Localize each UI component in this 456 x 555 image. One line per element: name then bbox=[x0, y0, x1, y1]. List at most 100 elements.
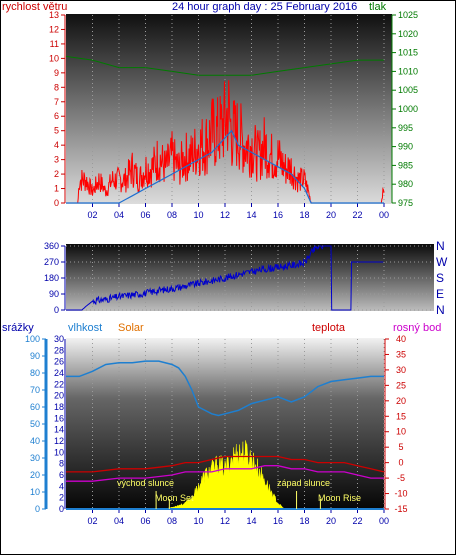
rain-axis-tick-label: 40 bbox=[30, 436, 40, 446]
direction-axis-tick-label: 270 bbox=[44, 257, 59, 267]
wind-pressure-panel: 0123456789101112139759809859909951000100… bbox=[49, 10, 418, 220]
wind-axis-tick-label: 5 bbox=[54, 126, 59, 136]
hour-tick-label: 10 bbox=[193, 210, 203, 220]
pressure-axis-tick-label: 1025 bbox=[398, 10, 418, 20]
direction-axis-tick-label: 0 bbox=[54, 305, 59, 315]
temperature-axis-tick-label: 30 bbox=[396, 365, 406, 375]
humidity-axis-tick-label: 14 bbox=[54, 425, 64, 435]
humidity-axis-tick-label: 24 bbox=[54, 368, 64, 378]
humidity-axis-tick-label: 6 bbox=[59, 470, 64, 480]
compass-n-top: N bbox=[436, 239, 445, 253]
hour-tick-label: 18 bbox=[299, 516, 309, 526]
dewpoint-line bbox=[66, 465, 384, 482]
pressure-axis-tick-label: 1010 bbox=[398, 66, 418, 76]
sunrise-label: východ slunce bbox=[117, 478, 174, 488]
average-wind-line bbox=[66, 129, 384, 204]
humidity-axis-tick-label: 2 bbox=[59, 493, 64, 503]
humidity-line bbox=[66, 360, 384, 417]
direction-axis-tick-label: 180 bbox=[44, 273, 59, 283]
hour-tick-label: 04 bbox=[114, 210, 124, 220]
rain-axis-tick-label: 20 bbox=[30, 470, 40, 480]
hour-tick-label: 00 bbox=[379, 210, 389, 220]
temperature-axis-tick-label: 35 bbox=[396, 349, 406, 359]
hour-tick-label: 06 bbox=[140, 516, 150, 526]
direction-axis-tick-label: 360 bbox=[44, 241, 59, 251]
rain-axis-tick-label: 30 bbox=[30, 453, 40, 463]
humidity-axis-tick-label: 30 bbox=[54, 334, 64, 344]
pressure-axis-tick-label: 1005 bbox=[398, 85, 418, 95]
pressure-axis-tick-label: 1000 bbox=[398, 104, 418, 114]
hour-tick-label: 20 bbox=[326, 210, 336, 220]
solar-label: Solar bbox=[118, 322, 144, 334]
pressure-axis-tick-label: 975 bbox=[398, 198, 413, 208]
hour-tick-label: 16 bbox=[273, 210, 283, 220]
pressure-axis-tick-label: 990 bbox=[398, 142, 413, 152]
humidity-axis-tick-label: 22 bbox=[54, 379, 64, 389]
humidity-axis-tick-label: 10 bbox=[54, 447, 64, 457]
humidity-axis-tick-label: 16 bbox=[54, 413, 64, 423]
pressure-axis-tick-label: 985 bbox=[398, 160, 413, 170]
hour-tick-label: 08 bbox=[167, 516, 177, 526]
humidity-label: vlhkost bbox=[68, 322, 102, 334]
hour-tick-label: 04 bbox=[114, 516, 124, 526]
temperature-axis-tick-label: 5 bbox=[398, 442, 403, 452]
humidity-axis-tick-label: 4 bbox=[59, 481, 64, 491]
direction-line bbox=[66, 244, 384, 311]
chart-title: 24 hour graph day : 25 February 2016 bbox=[172, 1, 357, 13]
wind-axis-tick-label: 2 bbox=[54, 169, 59, 179]
wind-axis-tick-label: 10 bbox=[49, 53, 59, 63]
sunset-label: západ slunce bbox=[277, 478, 330, 488]
pressure-label: tlak bbox=[369, 1, 387, 13]
temperature-label: teplota bbox=[312, 322, 346, 334]
humidity-axis-tick-label: 26 bbox=[54, 357, 64, 367]
wind-axis-tick-label: 4 bbox=[54, 140, 59, 150]
compass-n-bottom: N bbox=[436, 303, 445, 317]
wind-speed-label: rychlost větru bbox=[2, 1, 67, 13]
rain-axis-tick-label: 10 bbox=[30, 487, 40, 497]
temperature-axis-tick-label: 40 bbox=[396, 334, 406, 344]
hour-tick-label: 20 bbox=[326, 516, 336, 526]
wind-axis-tick-label: 7 bbox=[54, 97, 59, 107]
pressure-axis-tick-label: 995 bbox=[398, 123, 413, 133]
wind-axis-tick-label: 8 bbox=[54, 82, 59, 92]
pressure-axis-tick-label: 1015 bbox=[398, 48, 418, 58]
wind-axis-tick-label: 11 bbox=[50, 39, 59, 49]
temperature-axis-tick-label: 15 bbox=[396, 411, 406, 421]
rain-axis-tick-label: 0 bbox=[35, 504, 40, 514]
compass-s: S bbox=[436, 271, 444, 285]
wind-axis-tick-label: 3 bbox=[54, 155, 59, 165]
dewpoint-label: rosný bod bbox=[393, 322, 441, 334]
rain-axis-tick-label: 100 bbox=[25, 334, 40, 344]
humidity-axis-tick-label: 18 bbox=[54, 402, 64, 412]
humidity-axis-tick-label: 28 bbox=[54, 345, 64, 355]
temperature-axis-tick-label: 0 bbox=[398, 458, 403, 468]
wind-axis-tick-label: 1 bbox=[54, 184, 59, 194]
humidity-axis-tick-label: 8 bbox=[59, 459, 64, 469]
temperature-axis-tick-label: -5 bbox=[397, 473, 405, 483]
temperature-axis-tick-label: -10 bbox=[394, 489, 407, 499]
moonrise-label: Moon Rise bbox=[318, 493, 361, 503]
hour-tick-label: 00 bbox=[379, 516, 389, 526]
humidity-axis-tick-label: 0 bbox=[59, 504, 64, 514]
compass-w: W bbox=[436, 255, 448, 269]
humidity-axis-tick-label: 20 bbox=[54, 391, 64, 401]
hour-tick-label: 16 bbox=[273, 516, 283, 526]
hour-tick-label: 06 bbox=[140, 210, 150, 220]
wind-axis-tick-label: 9 bbox=[54, 68, 59, 78]
pressure-line bbox=[65, 55, 384, 76]
wind-axis-tick-label: 6 bbox=[54, 111, 59, 121]
hour-tick-label: 12 bbox=[220, 210, 230, 220]
wind-axis-tick-label: 13 bbox=[49, 10, 59, 20]
temperature-axis-tick-label: 10 bbox=[396, 427, 406, 437]
temperature-line bbox=[66, 455, 385, 473]
hour-tick-label: 02 bbox=[87, 210, 97, 220]
wind-axis-tick-label: 0 bbox=[54, 198, 59, 208]
compass-e: E bbox=[436, 287, 444, 301]
hour-tick-label: 14 bbox=[246, 516, 256, 526]
wind-panel-bg bbox=[66, 14, 392, 204]
pressure-axis-tick-label: 980 bbox=[398, 179, 413, 189]
hour-tick-label: 08 bbox=[167, 210, 177, 220]
hour-tick-label: 10 bbox=[193, 516, 203, 526]
rain-axis-tick-label: 60 bbox=[30, 402, 40, 412]
